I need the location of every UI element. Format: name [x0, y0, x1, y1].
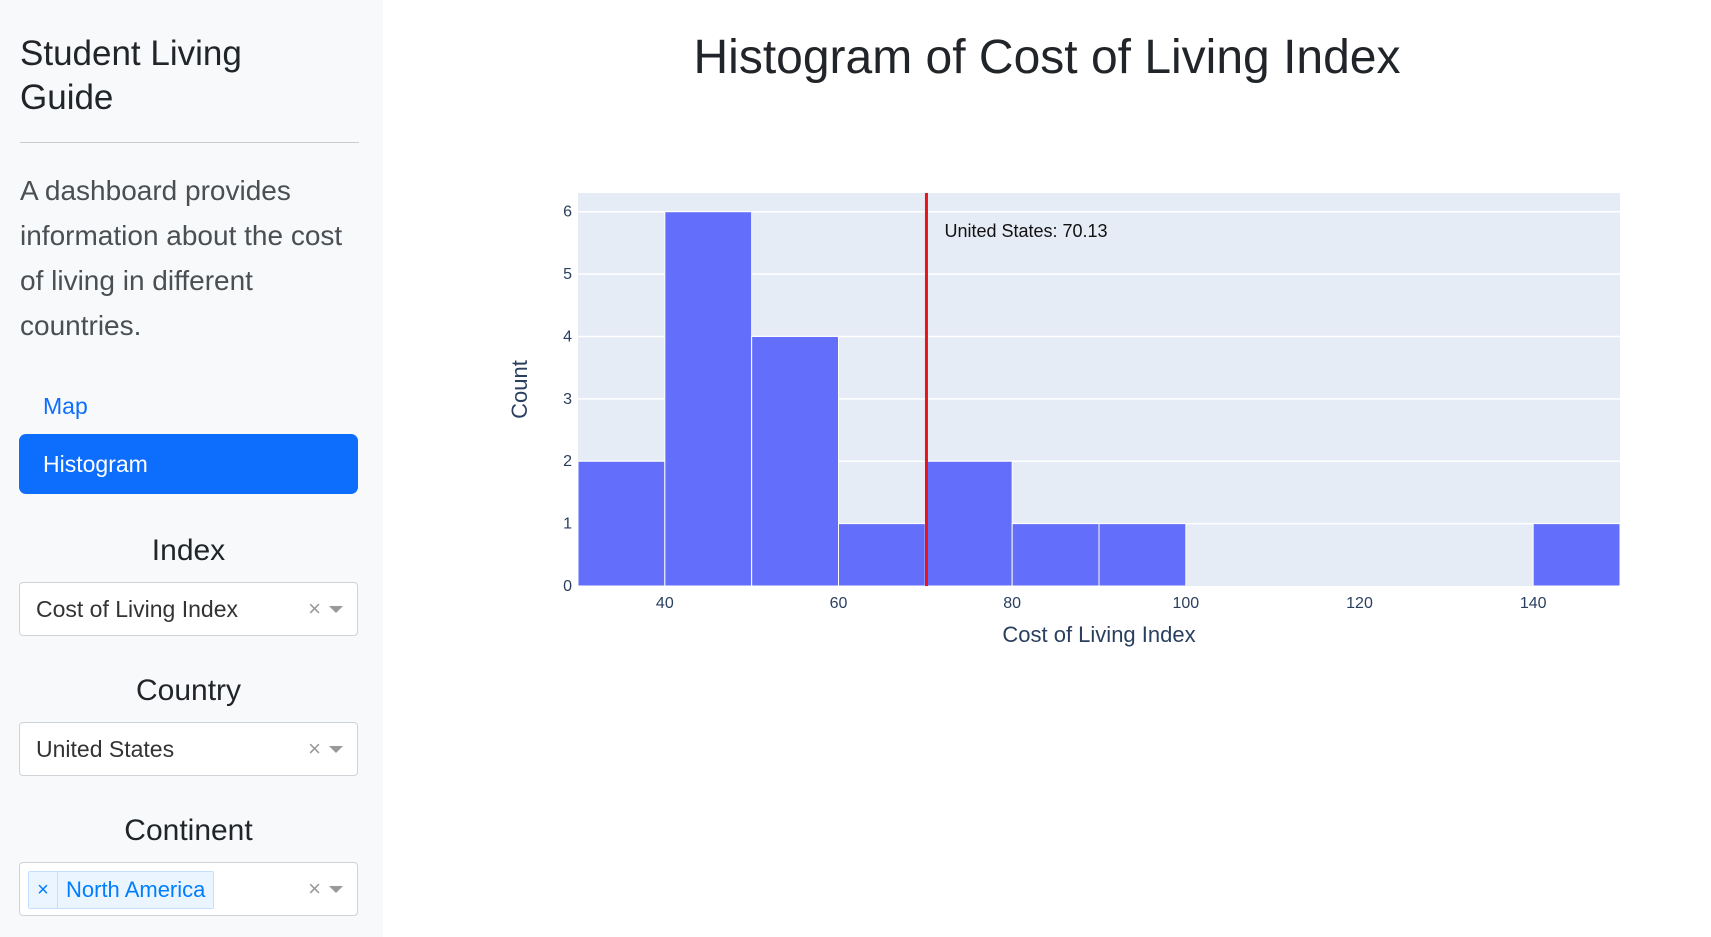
tag-remove-icon[interactable]: ×	[29, 872, 58, 908]
y-tick-label: 4	[563, 328, 572, 345]
country-dropdown-value: United States	[36, 736, 175, 762]
y-tick-label: 1	[563, 516, 572, 533]
index-dropdown-value: Cost of Living Index	[36, 596, 239, 622]
divider	[20, 142, 359, 143]
histogram-bar	[751, 335, 839, 587]
sidebar: Student Living Guide A dashboard provide…	[0, 0, 383, 937]
country-label: Country	[135, 674, 242, 707]
histogram-chart: 0 1 2 3 4 5 6 40 60 80 100 120 140 United States: 70.…	[507, 193, 1621, 647]
x-tick-label: 140	[1520, 595, 1547, 612]
x-tick-label: 100	[1172, 595, 1199, 612]
page-title: Histogram of Cost of Living Index	[693, 31, 1401, 84]
y-tick-label: 5	[563, 266, 572, 283]
continent-tag: × North America	[28, 871, 215, 909]
histogram-bar	[838, 523, 926, 587]
continent-dropdown[interactable]: × North America ×	[19, 862, 358, 916]
nav-map-link[interactable]: Map	[43, 393, 88, 419]
clear-icon[interactable]: ×	[308, 876, 321, 901]
x-tick-label: 40	[656, 595, 674, 612]
histogram-bar	[1011, 523, 1100, 587]
histogram-bar	[1098, 523, 1187, 587]
y-tick-label: 0	[563, 578, 572, 595]
chevron-down-icon[interactable]	[329, 746, 343, 753]
country-dropdown[interactable]: United States ×	[19, 722, 358, 776]
clear-icon[interactable]: ×	[308, 596, 321, 621]
histogram-bar	[924, 460, 1013, 587]
x-tick-label: 60	[830, 595, 848, 612]
x-tick-label: 120	[1346, 595, 1373, 612]
x-tick-label: 80	[1003, 595, 1021, 612]
y-tick-label: 6	[563, 204, 572, 221]
histogram-bar	[664, 211, 753, 587]
y-tick-label: 3	[563, 391, 572, 408]
histogram-bar	[577, 460, 666, 587]
nav-histogram-link[interactable]: Histogram	[19, 434, 358, 494]
index-label: Index	[151, 534, 226, 567]
continent-tag-label: North America	[66, 877, 206, 902]
app-title: Student Living Guide	[20, 34, 242, 117]
histogram-bar	[1532, 523, 1621, 587]
y-axis-title: Count	[507, 360, 532, 419]
app-description: A dashboard provides information about t…	[20, 175, 343, 341]
reference-line-label: United States: 70.13	[944, 221, 1107, 241]
chevron-down-icon[interactable]	[329, 886, 343, 893]
index-dropdown[interactable]: Cost of Living Index ×	[19, 582, 358, 636]
clear-icon[interactable]: ×	[308, 736, 321, 761]
y-tick-label: 2	[563, 453, 572, 470]
continent-label: Continent	[124, 814, 253, 847]
x-axis-title: Cost of Living Index	[1002, 622, 1195, 647]
chevron-down-icon[interactable]	[329, 606, 343, 613]
